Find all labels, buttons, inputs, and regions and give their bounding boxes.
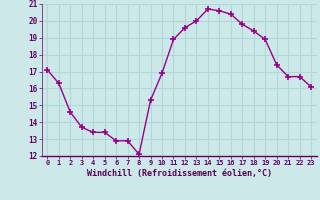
X-axis label: Windchill (Refroidissement éolien,°C): Windchill (Refroidissement éolien,°C) [87,169,272,178]
